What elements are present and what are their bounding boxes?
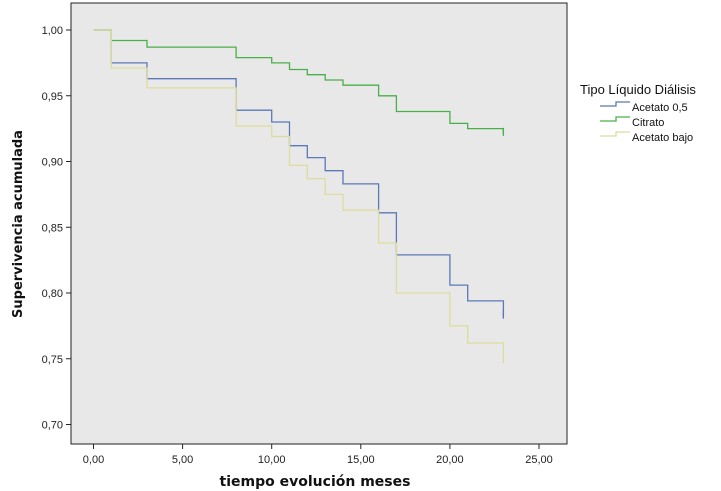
legend-label: Citrato	[632, 117, 664, 129]
legend-label: Acetato 0,5	[632, 102, 688, 114]
x-tick-label: 20,00	[436, 454, 464, 466]
y-tick-label: 0,70	[42, 420, 63, 432]
series-line-1	[93, 29, 505, 134]
x-tick-label: 0,00	[83, 454, 104, 466]
y-tick-label: 0,95	[42, 91, 63, 103]
y-tick-label: 0,80	[42, 288, 63, 300]
legend-swatch	[600, 131, 630, 137]
x-tick-label: 25,00	[525, 454, 553, 466]
y-axis-title: Supervivencia acumulada	[11, 130, 26, 318]
series-line-2	[93, 29, 505, 362]
y-tick-label: 0,90	[42, 157, 63, 169]
y-tick-label: 0,75	[42, 354, 63, 366]
series-line-0	[93, 29, 505, 317]
legend-label: Acetato bajo	[632, 132, 693, 144]
legend-swatch	[600, 101, 630, 107]
y-tick-label: 1,00	[42, 25, 63, 37]
x-tick-label: 10,00	[258, 454, 286, 466]
series-layer	[93, 29, 505, 364]
legend: Tipo Líquido Diálisis Acetato 0,5 Citrato…	[580, 82, 696, 144]
plot-background	[70, 2, 568, 445]
legend-swatch	[600, 116, 630, 122]
x-tick-label: 5,00	[172, 454, 193, 466]
x-tick-label: 15,00	[347, 454, 375, 466]
legend-title: Tipo Líquido Diálisis	[580, 82, 696, 97]
x-axis-title: tiempo evolución meses	[220, 474, 411, 490]
y-tick-label: 0,85	[42, 222, 63, 234]
axes: 0,00 5,00 10,00 15,00 20,00 25,00 0,70 0,75 0,80…	[42, 25, 553, 466]
